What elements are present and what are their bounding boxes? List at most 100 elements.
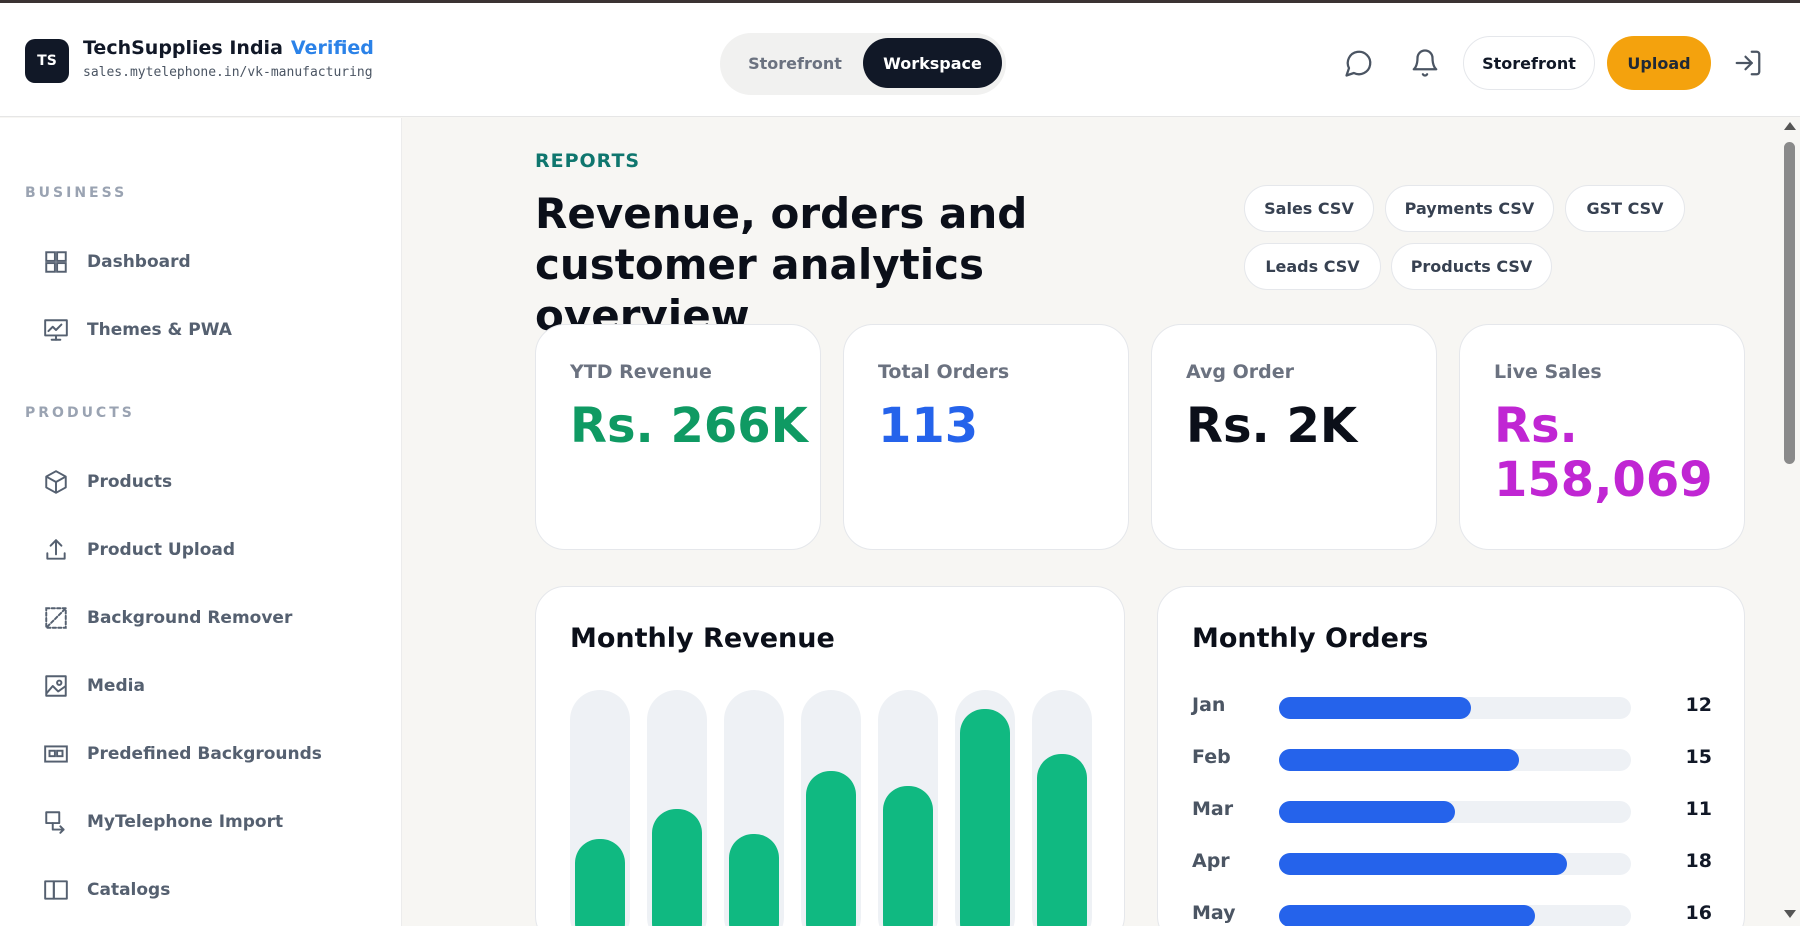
- grid-icon: [25, 249, 87, 275]
- orders-value-label: 18: [1685, 850, 1712, 872]
- kpi-value: Rs. 2K: [1186, 398, 1358, 454]
- sidebar-item-themes[interactable]: Themes & PWA: [25, 307, 385, 353]
- sidebar-item-media[interactable]: Media: [25, 663, 385, 709]
- orders-month-label: Apr: [1192, 850, 1230, 872]
- kpi-card-ytd-revenue: YTD Revenue Rs. 266K: [535, 324, 821, 550]
- sidebar-item-background-remover[interactable]: Background Remover: [25, 595, 385, 641]
- export-sales-csv-button[interactable]: Sales CSV: [1244, 185, 1374, 232]
- orders-row: Mar 11: [1192, 796, 1712, 826]
- storefront-button[interactable]: Storefront: [1463, 36, 1595, 90]
- orders-bar[interactable]: [1279, 697, 1471, 719]
- verified-badge: Verified: [290, 37, 374, 59]
- orders-value-label: 16: [1685, 902, 1712, 924]
- sidebar-item-label: Predefined Backgrounds: [87, 744, 322, 764]
- monthly-orders-title: Monthly Orders: [1192, 623, 1429, 654]
- kpi-card-avg-order: Avg Order Rs. 2K: [1151, 324, 1437, 550]
- orders-value-label: 15: [1685, 746, 1712, 768]
- revenue-bar[interactable]: [575, 839, 625, 926]
- mode-workspace-tab[interactable]: Workspace: [863, 38, 1002, 88]
- scroll-down-arrow-icon[interactable]: [1784, 910, 1796, 918]
- book-icon: [25, 877, 87, 903]
- window-top-border: [0, 0, 1800, 3]
- bell-icon[interactable]: [1410, 48, 1440, 78]
- orders-month-label: May: [1192, 902, 1236, 924]
- kpi-label: Avg Order: [1186, 361, 1295, 383]
- import-icon: [25, 809, 87, 835]
- top-header: TS TechSupplies India Verified sales.myte…: [0, 3, 1800, 117]
- page-title: Revenue, orders and customer analytics o…: [535, 189, 1028, 340]
- sidebar-item-label: Catalogs: [87, 880, 171, 900]
- revenue-bar[interactable]: [729, 834, 779, 926]
- export-products-csv-button[interactable]: Products CSV: [1391, 243, 1552, 290]
- mode-toggle: Storefront Workspace: [720, 33, 1006, 95]
- kpi-value: 113: [878, 398, 979, 454]
- orders-row: Jan 12: [1192, 692, 1712, 722]
- orders-bar-track: [1279, 697, 1631, 719]
- sidebar-item-label: Background Remover: [87, 608, 293, 628]
- store-name-text: TechSupplies India: [83, 37, 283, 59]
- sidebar-section-business: BUSINESS: [25, 185, 128, 201]
- orders-bar[interactable]: [1279, 749, 1519, 771]
- kpi-label: Live Sales: [1494, 361, 1602, 383]
- export-gst-csv-button[interactable]: GST CSV: [1565, 185, 1685, 232]
- logout-icon[interactable]: [1733, 48, 1763, 78]
- orders-month-label: Feb: [1192, 746, 1231, 768]
- orders-month-label: Jan: [1192, 694, 1226, 716]
- sidebar-item-label: MyTelephone Import: [87, 812, 284, 832]
- mode-storefront-tab[interactable]: Storefront: [748, 53, 842, 73]
- sidebar-item-catalogs[interactable]: Catalogs: [25, 867, 385, 913]
- revenue-bar[interactable]: [960, 709, 1010, 926]
- revenue-bar[interactable]: [883, 786, 933, 926]
- main-content: REPORTS Revenue, orders and customer ana…: [402, 118, 1780, 926]
- chat-icon[interactable]: [1344, 48, 1374, 78]
- kpi-value: Rs. 266K: [570, 398, 808, 454]
- kpi-label: Total Orders: [878, 361, 1010, 383]
- sidebar-item-label: Products: [87, 472, 173, 492]
- revenue-bar[interactable]: [652, 809, 702, 926]
- orders-bar[interactable]: [1279, 905, 1535, 926]
- orders-bar-track: [1279, 801, 1631, 823]
- sidebar: BUSINESS Dashboard Themes & PWA PRODUCTS…: [0, 118, 402, 926]
- upload-icon: [25, 537, 87, 563]
- sidebar-item-label: Media: [87, 676, 145, 696]
- kpi-card-total-orders: Total Orders 113: [843, 324, 1129, 550]
- revenue-bar[interactable]: [806, 771, 856, 926]
- orders-bar-track: [1279, 905, 1631, 926]
- orders-row: Feb 15: [1192, 744, 1712, 774]
- orders-bar[interactable]: [1279, 801, 1455, 823]
- sidebar-item-mytelephone-import[interactable]: MyTelephone Import: [25, 799, 385, 845]
- scroll-up-arrow-icon[interactable]: [1784, 122, 1796, 130]
- orders-row: May 16: [1192, 900, 1712, 926]
- sidebar-item-predefined-backgrounds[interactable]: Predefined Backgrounds: [25, 731, 385, 777]
- sidebar-item-product-upload[interactable]: Product Upload: [25, 527, 385, 573]
- store-logo-badge[interactable]: TS: [25, 39, 69, 83]
- sidebar-item-dashboard[interactable]: Dashboard: [25, 239, 385, 285]
- monthly-revenue-card: Monthly Revenue: [535, 586, 1125, 926]
- monthly-revenue-title: Monthly Revenue: [570, 623, 835, 654]
- page-eyebrow: REPORTS: [535, 150, 641, 172]
- orders-bar-track: [1279, 853, 1631, 875]
- magic-eraser-icon: [25, 605, 87, 631]
- sidebar-item-products[interactable]: Products: [25, 459, 385, 505]
- sidebar-item-label: Themes & PWA: [87, 320, 232, 340]
- page-scrollbar[interactable]: [1780, 118, 1800, 926]
- scroll-thumb[interactable]: [1784, 142, 1795, 464]
- kpi-value: Rs. 158,069: [1494, 398, 1713, 508]
- image-icon: [25, 673, 87, 699]
- sidebar-section-products: PRODUCTS: [25, 405, 135, 421]
- export-leads-csv-button[interactable]: Leads CSV: [1244, 243, 1381, 290]
- orders-bar[interactable]: [1279, 853, 1567, 875]
- box-icon: [25, 469, 87, 495]
- orders-row: Apr 18: [1192, 848, 1712, 878]
- export-payments-csv-button[interactable]: Payments CSV: [1385, 185, 1554, 232]
- monthly-orders-card: Monthly Orders Jan 12 Feb 15 Mar 11 Apr 18 May 16: [1157, 586, 1745, 926]
- revenue-bar[interactable]: [1037, 754, 1087, 926]
- orders-value-label: 12: [1685, 694, 1712, 716]
- orders-bar-track: [1279, 749, 1631, 771]
- upload-button[interactable]: Upload: [1607, 36, 1711, 90]
- store-url[interactable]: sales.mytelephone.in/vk-manufacturing: [83, 65, 373, 80]
- orders-value-label: 11: [1685, 798, 1712, 820]
- store-name: TechSupplies India Verified: [83, 37, 374, 59]
- orders-month-label: Mar: [1192, 798, 1234, 820]
- kpi-card-live-sales: Live Sales Rs. 158,069: [1459, 324, 1745, 550]
